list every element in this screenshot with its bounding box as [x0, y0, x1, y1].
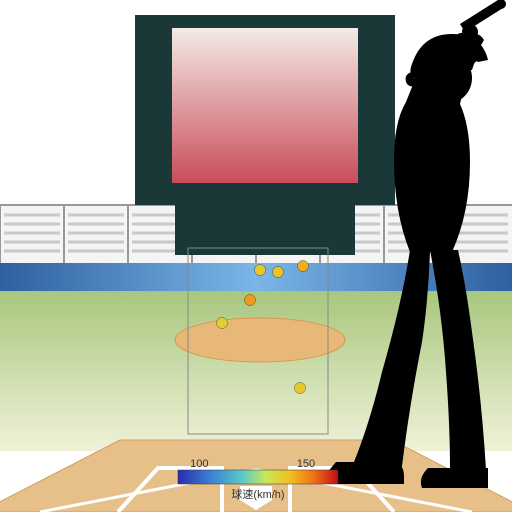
colorbar	[178, 470, 338, 484]
colorbar-label: 球速(km/h)	[231, 487, 284, 501]
pitch-marker	[245, 295, 256, 306]
scoreboard-screen	[172, 28, 358, 183]
pitch-marker	[217, 318, 228, 329]
colorbar-tick: 100	[190, 458, 208, 470]
pitch-marker	[255, 265, 266, 276]
pitch-marker	[298, 261, 309, 272]
field-grass	[0, 291, 512, 451]
pitchers-mound	[175, 318, 345, 362]
pitch-marker	[295, 383, 306, 394]
pitch-marker	[273, 267, 284, 278]
colorbar-tick: 150	[297, 458, 315, 470]
pitch-location-chart: 100 150 球速(km/h)	[0, 0, 512, 512]
